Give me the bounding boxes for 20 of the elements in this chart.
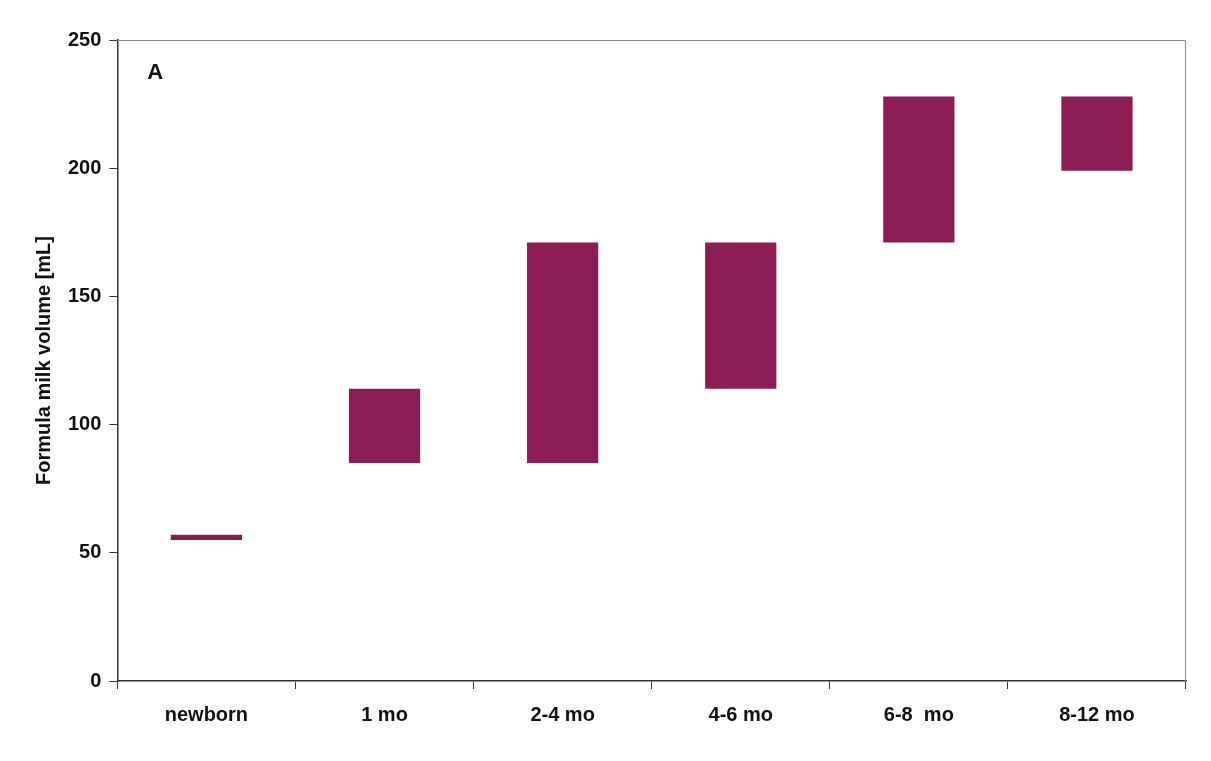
y-tick-label: 250: [67, 27, 102, 50]
x-tick-label: 1 mo: [361, 702, 408, 725]
x-tick-label: 6-8 mo: [883, 702, 954, 725]
x-tick-label: 4-6 mo: [708, 702, 773, 725]
bar: [348, 388, 421, 464]
bar: [883, 96, 955, 243]
x-tick-label: newborn: [164, 702, 249, 725]
annotation: A: [147, 59, 164, 85]
y-axis-title: Formula milk volume [mL]: [31, 236, 54, 485]
bar: [527, 242, 599, 464]
y-tick-label: 200: [67, 155, 102, 178]
bar: [170, 534, 243, 540]
bar: [1061, 96, 1133, 171]
x-tick-label: 2-4 mo: [530, 702, 595, 725]
y-tick-label: 100: [67, 412, 102, 435]
y-tick-label: 150: [67, 283, 102, 306]
y-tick-label: 50: [79, 540, 102, 563]
y-tick-label: 0: [90, 668, 102, 691]
x-tick-label: 8-12 mo: [1059, 702, 1135, 725]
bar: [705, 242, 777, 389]
